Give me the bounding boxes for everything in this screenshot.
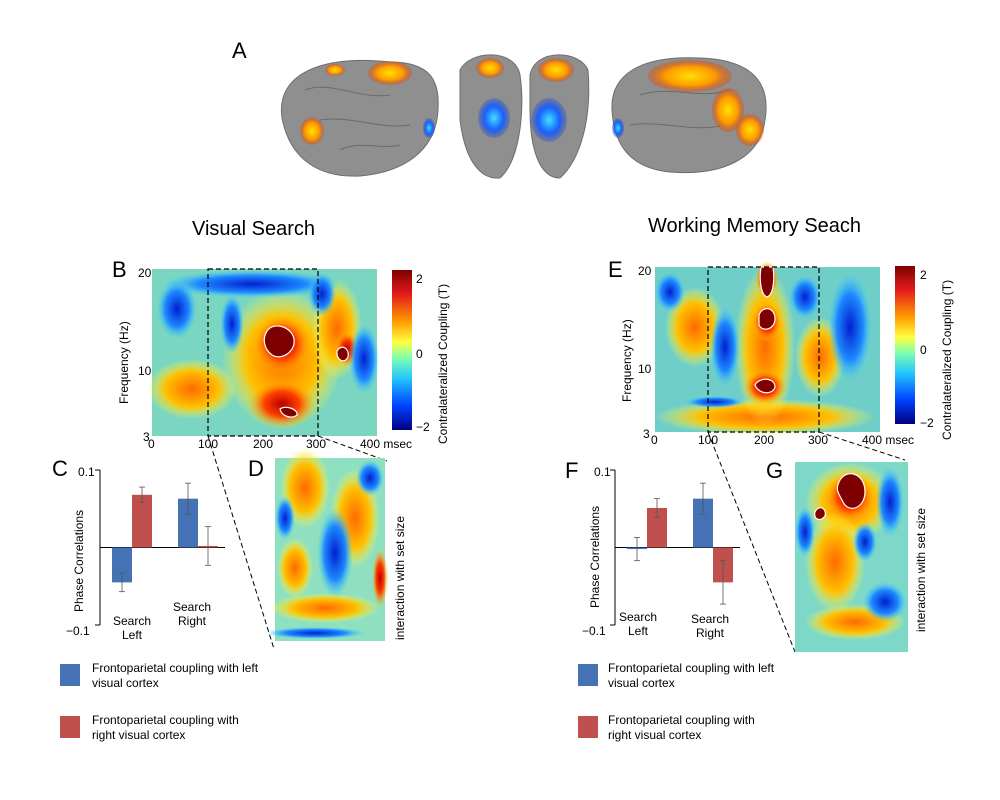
legend-left-text-red: Frontoparietal coupling with right visua… (92, 713, 239, 742)
f-ytick-top: 0.1 (594, 465, 611, 479)
e-xtick-200: 200 (754, 433, 775, 447)
b-heatmap (147, 268, 388, 650)
legend-left-text-blue: Frontoparietal coupling with left visual… (92, 661, 259, 690)
f-bar-s1-c0 (647, 507, 667, 548)
panel-letter-g: G (766, 458, 784, 483)
legend-right-text-blue: Frontoparietal coupling with left visual… (608, 661, 775, 690)
f-bar-s0-c1 (693, 498, 713, 548)
brain-renderings (280, 54, 767, 179)
b-ytick-20: 20 (138, 266, 152, 280)
panel-letter-b: B (112, 257, 127, 282)
c-ytick-top: 0.1 (78, 465, 95, 479)
panel-letter-a: A (232, 38, 247, 63)
e-ylabel: Frequency (Hz) (620, 319, 634, 402)
brain-right-posterior (529, 54, 590, 179)
c-cat-label-right: Search Right (172, 600, 212, 628)
e-cbar-tick-neg2: −2 (920, 416, 934, 430)
b-cbar-tick-2: 2 (416, 272, 423, 286)
g-heatmap-inset (795, 462, 908, 652)
b-xtick-100: 100 (198, 437, 219, 451)
e-cbar-tick-2: 2 (920, 268, 927, 282)
f-ylabel: Phase Correlations (588, 505, 602, 608)
e-ytick-10: 10 (638, 362, 652, 376)
left-title: Visual Search (192, 218, 316, 240)
brain-left-lateral (280, 59, 439, 177)
e-xtick-400: 400 msec (862, 433, 915, 447)
brain-left-posterior (459, 54, 523, 179)
legend-left-swatch-red (60, 716, 80, 738)
panel-letter-d: D (248, 456, 264, 481)
b-xtick-200: 200 (253, 437, 274, 451)
legend-right-swatch-red (578, 716, 598, 738)
legend-right-text-red: Frontoparietal coupling with right visua… (608, 713, 755, 742)
b-xtick-0: 0 (148, 437, 155, 451)
g-label: interaction with set size (914, 507, 928, 632)
c-bar-s0-c1 (178, 498, 198, 548)
c-bar-s0-c0 (112, 547, 132, 583)
d-label: interaction with set size (393, 515, 407, 640)
b-ytick-3: 3 (143, 430, 150, 444)
e-xtick-100: 100 (698, 433, 719, 447)
c-bar-chart (95, 469, 225, 626)
panel-letter-c: C (52, 456, 68, 481)
e-cbar-label: Contralateralized Coupling (T) (940, 279, 954, 440)
e-colorbar (895, 266, 915, 424)
b-xtick-400: 400 msec (360, 437, 413, 451)
e-ytick-20: 20 (638, 264, 652, 278)
b-colorbar (392, 270, 412, 430)
brain-right-lateral (611, 57, 767, 174)
b-cbar-label: Contralateralized Coupling (T) (436, 283, 450, 444)
f-ytick-bottom: −0.1 (582, 624, 606, 638)
e-xtick-300: 300 (808, 433, 829, 447)
panel-letter-f: F (565, 458, 579, 483)
b-ylabel: Frequency (Hz) (117, 321, 131, 404)
e-heatmap (655, 261, 906, 653)
b-xtick-300: 300 (306, 437, 327, 451)
c-ytick-bottom: −0.1 (66, 624, 90, 638)
b-cbar-tick-neg2: −2 (416, 420, 430, 434)
b-cbar-tick-0: 0 (416, 347, 423, 361)
e-ytick-3: 3 (643, 427, 650, 441)
legend-right-swatch-blue (578, 664, 598, 686)
right-title: Working Memory Seach (648, 215, 862, 237)
c-bar-s1-c0 (132, 494, 152, 548)
d-heatmap-inset (265, 448, 388, 641)
c-cat-label-left: Search Left (112, 614, 152, 642)
f-bar-chart (610, 469, 740, 626)
b-ytick-10: 10 (138, 364, 152, 378)
c-ylabel: Phase Correlations (72, 509, 86, 612)
e-xtick-0: 0 (651, 433, 658, 447)
f-cat-label-right: Search Right (690, 612, 730, 640)
panel-letter-e: E (608, 257, 623, 282)
f-cat-label-left: Search Left (618, 610, 658, 638)
legend-left-swatch-blue (60, 664, 80, 686)
e-cbar-tick-0: 0 (920, 343, 927, 357)
